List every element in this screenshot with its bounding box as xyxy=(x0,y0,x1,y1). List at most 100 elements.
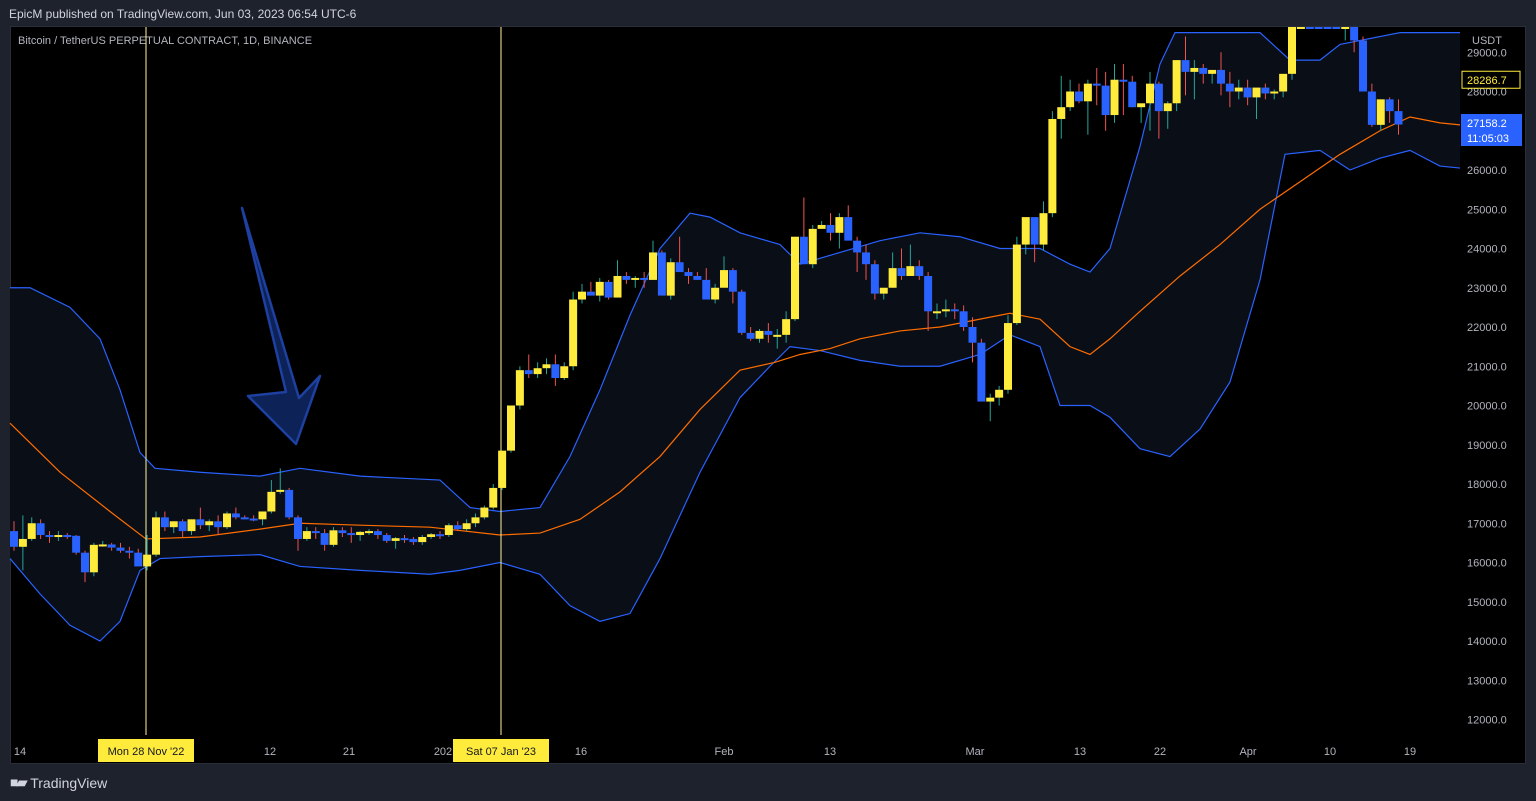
candle xyxy=(1004,323,1012,390)
candle xyxy=(1217,69,1225,84)
candle xyxy=(773,334,782,337)
time-tick: 14 xyxy=(14,746,26,758)
candle xyxy=(205,521,214,526)
candle xyxy=(453,525,462,530)
candle xyxy=(684,272,693,276)
price-axis-bg[interactable] xyxy=(1460,27,1525,763)
time-tick: 21 xyxy=(343,746,355,758)
candle xyxy=(18,538,27,547)
price-tick: 21000.0 xyxy=(1467,361,1507,373)
candle xyxy=(640,277,649,280)
price-tick: 20000.0 xyxy=(1467,401,1507,413)
candle xyxy=(622,275,631,280)
time-tick: 13 xyxy=(824,746,836,758)
time-tick: Apr xyxy=(1239,746,1256,758)
candle xyxy=(515,370,524,406)
bb-lower-line xyxy=(9,149,1461,642)
candle xyxy=(986,397,995,402)
candle xyxy=(498,450,507,488)
candle xyxy=(1039,213,1048,245)
candle xyxy=(995,389,1004,398)
candle xyxy=(782,319,791,335)
candle xyxy=(853,240,862,253)
price-tick: 24000.0 xyxy=(1467,244,1507,256)
candle xyxy=(604,281,613,298)
candle xyxy=(1252,87,1261,98)
time-tick: 10 xyxy=(1324,746,1336,758)
candle xyxy=(764,330,773,335)
candle xyxy=(54,535,63,538)
price-tick: 19000.0 xyxy=(1467,440,1507,452)
candle xyxy=(897,268,906,276)
candle xyxy=(941,309,950,312)
candle xyxy=(1305,27,1314,29)
candle xyxy=(720,270,728,288)
price-tick: 15000.0 xyxy=(1467,597,1507,609)
price-labels: 28286.7 27158.2 11:05:03 xyxy=(1461,70,1522,146)
candle xyxy=(258,511,267,520)
candle xyxy=(1075,91,1083,102)
candle xyxy=(249,518,258,521)
candle xyxy=(276,489,285,492)
brand-name: TradingView xyxy=(30,774,108,791)
currency-label: USDT xyxy=(1472,35,1502,47)
candle xyxy=(1323,27,1332,29)
candle xyxy=(560,366,569,379)
candle xyxy=(98,544,107,547)
candle xyxy=(1296,27,1305,29)
tradingview-logo[interactable]: ■▰ TradingView xyxy=(10,774,107,791)
price-tick: 29000.0 xyxy=(1467,47,1507,59)
candle xyxy=(569,299,578,367)
candle xyxy=(382,535,391,541)
candle xyxy=(924,275,933,312)
candle xyxy=(1199,67,1208,74)
candle xyxy=(826,224,835,233)
candle xyxy=(471,517,480,524)
candle xyxy=(356,531,365,536)
candle xyxy=(462,523,471,530)
candle xyxy=(223,513,231,528)
time-axis[interactable]: 14 12 21 202 16 Feb 13 Mar 13 22 Apr 10 19 Mon 28 Nov… xyxy=(14,739,1416,762)
candle xyxy=(1376,99,1385,125)
candle xyxy=(373,531,382,536)
candle xyxy=(10,531,18,547)
candle xyxy=(196,519,205,526)
candle xyxy=(27,523,36,539)
candle xyxy=(1279,73,1288,92)
candle xyxy=(533,368,542,375)
candle xyxy=(879,287,888,294)
candle xyxy=(791,236,799,320)
candle xyxy=(507,405,515,451)
candle xyxy=(1083,83,1092,102)
last-price-label xyxy=(1461,114,1522,146)
candle xyxy=(63,535,72,538)
candle xyxy=(1154,83,1163,112)
vertical-crosshair-lines xyxy=(145,27,502,740)
down-arrow-icon[interactable] xyxy=(240,206,322,446)
crosshair-date-label: Sat 07 Jan '23 xyxy=(466,746,536,758)
time-axis-bg[interactable] xyxy=(11,735,1525,763)
candle xyxy=(1110,79,1119,116)
candle xyxy=(89,544,98,573)
price-tick: 25000.0 xyxy=(1467,204,1507,216)
candle xyxy=(347,533,356,536)
candle xyxy=(240,517,249,520)
candle xyxy=(72,535,81,553)
candle xyxy=(1367,91,1376,125)
candle xyxy=(329,530,338,545)
candle xyxy=(1048,118,1057,214)
time-tick: 202 xyxy=(434,746,452,758)
candle xyxy=(1057,107,1066,119)
candle xyxy=(1021,217,1030,245)
candle xyxy=(1190,67,1199,72)
candle xyxy=(1359,40,1367,92)
candle xyxy=(1243,87,1252,98)
candle xyxy=(391,538,400,541)
price-tick: 17000.0 xyxy=(1467,518,1507,530)
candle xyxy=(693,275,702,280)
bb-basis-line xyxy=(9,116,1461,540)
candle xyxy=(808,228,817,265)
price-tick: 14000.0 xyxy=(1467,636,1507,648)
candle xyxy=(1350,27,1359,41)
